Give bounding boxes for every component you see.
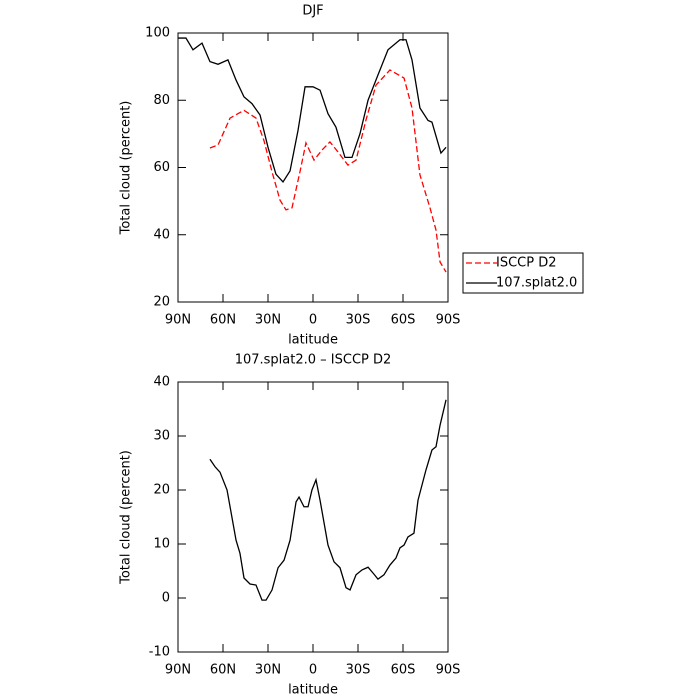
- y-axis-label: Total cloud (percent): [119, 101, 134, 236]
- y-tick-label: 20: [153, 295, 170, 310]
- chart-title: DJF: [302, 4, 323, 19]
- x-tick-label: 90S: [436, 313, 461, 328]
- x-tick-label: 90S: [436, 663, 461, 678]
- x-tick-label: 90N: [165, 663, 191, 678]
- y-tick-label: 10: [153, 537, 170, 552]
- y-axis-label: Total cloud (percent): [119, 450, 134, 585]
- data-line: [209, 399, 447, 601]
- x-tick-label: 90N: [165, 313, 191, 328]
- y-tick-label: 40: [153, 227, 170, 242]
- x-tick-label: 30N: [255, 663, 281, 678]
- legend-label: ISCCP D2: [496, 256, 557, 271]
- x-tick-label: 30N: [255, 313, 281, 328]
- y-tick-label: 20: [153, 483, 170, 498]
- y-tick-label: 30: [153, 429, 170, 444]
- x-axis-label: latitude: [288, 333, 338, 348]
- y-tick-label: 80: [153, 93, 170, 108]
- chart-title: 107.splat2.0 – ISCCP D2: [235, 353, 392, 368]
- plot-frame: [177, 32, 449, 303]
- x-axis-label: latitude: [288, 683, 338, 698]
- y-tick-label: 100: [145, 26, 170, 41]
- x-tick-label: 30S: [346, 663, 371, 678]
- y-tick-label: 40: [153, 375, 170, 390]
- x-tick-label: 60N: [210, 313, 236, 328]
- x-tick-label: 60S: [391, 663, 416, 678]
- data-line: [209, 69, 447, 273]
- plot-frame: [177, 381, 449, 653]
- x-tick-label: 60N: [210, 663, 236, 678]
- y-tick-label: 0: [162, 591, 170, 606]
- legend-label: 107.splat2.0: [496, 276, 577, 291]
- x-tick-label: 30S: [346, 313, 371, 328]
- legend-box: [462, 252, 584, 294]
- y-tick-label: 60: [153, 160, 170, 175]
- x-tick-label: 60S: [391, 313, 416, 328]
- x-tick-label: 0: [309, 663, 317, 678]
- data-line: [178, 37, 447, 184]
- x-tick-label: 0: [309, 313, 317, 328]
- y-tick-label: -10: [149, 645, 170, 660]
